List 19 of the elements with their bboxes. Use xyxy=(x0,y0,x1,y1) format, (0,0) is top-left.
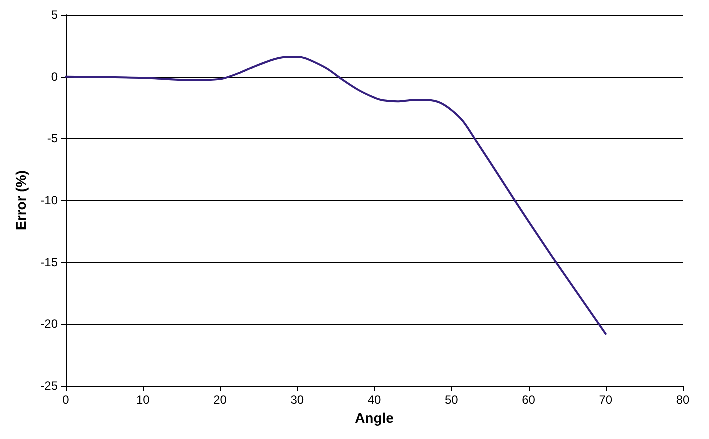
x-tick-label: 0 xyxy=(62,393,70,407)
y-tick-label: -15 xyxy=(40,255,58,270)
x-tick-label: 20 xyxy=(214,393,228,407)
x-tick-label: 50 xyxy=(444,393,459,407)
y-tick-label: -10 xyxy=(40,194,58,208)
x-axis-title: Angle xyxy=(355,410,394,426)
x-tick-label: 70 xyxy=(599,393,613,407)
y-tick-label: -25 xyxy=(40,379,58,393)
x-tick-label: 60 xyxy=(522,393,536,407)
x-tick-label: 80 xyxy=(676,393,690,407)
y-tick-label: -5 xyxy=(47,132,58,146)
y-tick-label: -20 xyxy=(40,317,58,332)
x-tick-label: 40 xyxy=(368,393,382,407)
x-tick-label: 10 xyxy=(136,393,150,407)
x-tick-label: 30 xyxy=(290,393,304,407)
y-axis-title: Error (%) xyxy=(13,170,29,230)
y-tick-label: 0 xyxy=(51,70,58,84)
y-tick-label: 5 xyxy=(51,8,58,22)
line-series xyxy=(65,56,607,336)
